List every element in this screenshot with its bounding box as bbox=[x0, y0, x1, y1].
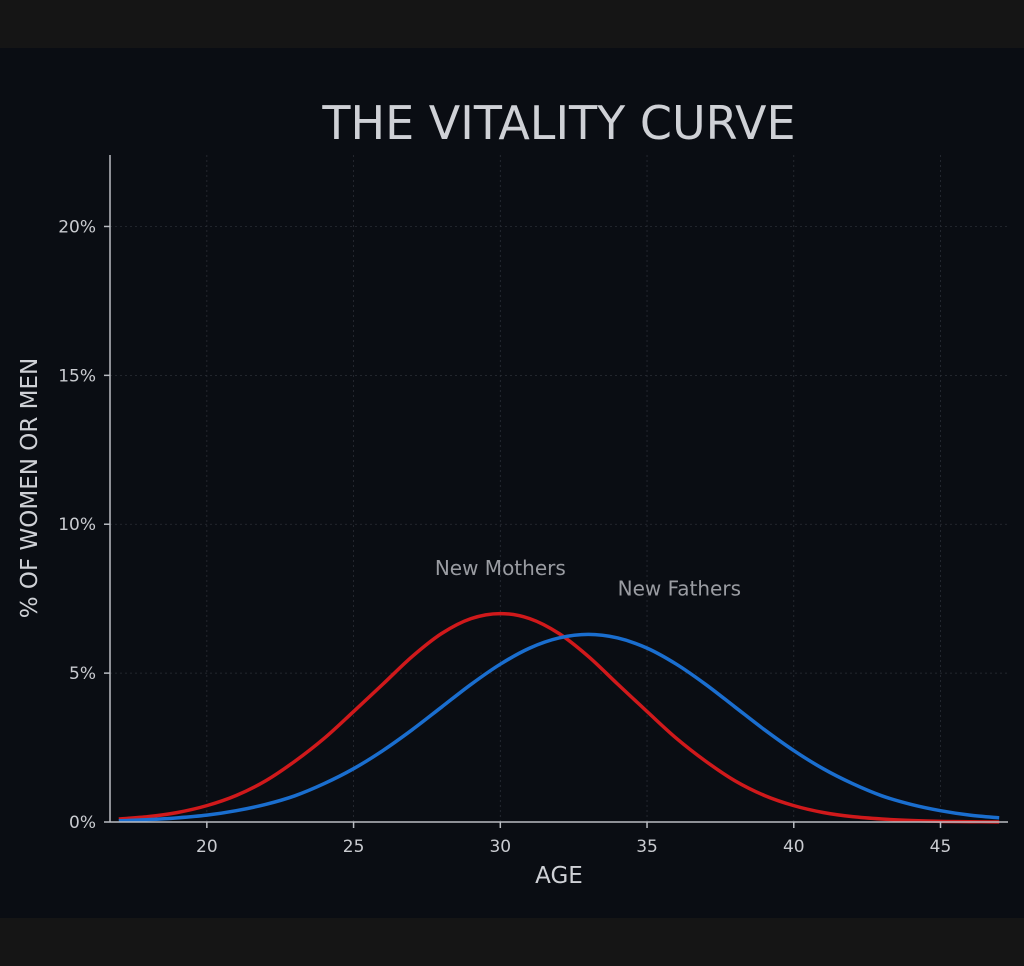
x-tick-label: 40 bbox=[783, 837, 805, 857]
annotation-label: New Mothers bbox=[435, 556, 566, 580]
y-tick-label: 20% bbox=[58, 217, 96, 237]
x-tick-label: 30 bbox=[489, 837, 511, 857]
y-tick-label: 5% bbox=[69, 664, 96, 684]
x-tick-label: 20 bbox=[196, 837, 218, 857]
annotations: New Mothers New Fathers bbox=[435, 556, 741, 601]
chart-title: THE VITALITY CURVE bbox=[321, 96, 795, 150]
y-tick-label: 15% bbox=[58, 366, 96, 386]
series-line-new-mothers bbox=[118, 611, 1000, 824]
y-axis-label: % OF WOMEN OR MEN bbox=[17, 358, 43, 619]
y-tick-label: 10% bbox=[58, 515, 96, 535]
x-tick-label: 35 bbox=[636, 837, 658, 857]
bottom-band bbox=[0, 918, 1024, 966]
top-band bbox=[0, 0, 1024, 48]
axes bbox=[104, 155, 1008, 828]
x-tick-label: 45 bbox=[930, 837, 952, 857]
y-tick-label: 0% bbox=[69, 813, 96, 833]
x-tick-label: 25 bbox=[343, 837, 365, 857]
grid bbox=[110, 155, 1008, 822]
series-lines bbox=[118, 611, 1000, 824]
series-line-new-fathers bbox=[118, 632, 1000, 823]
x-axis-label: AGE bbox=[535, 863, 583, 889]
tick-labels: 20 25 30 35 40 45 0% 5% 10% 15% 20% bbox=[58, 217, 951, 857]
annotation-label: New Fathers bbox=[618, 577, 741, 601]
chart-panel bbox=[0, 48, 1024, 918]
